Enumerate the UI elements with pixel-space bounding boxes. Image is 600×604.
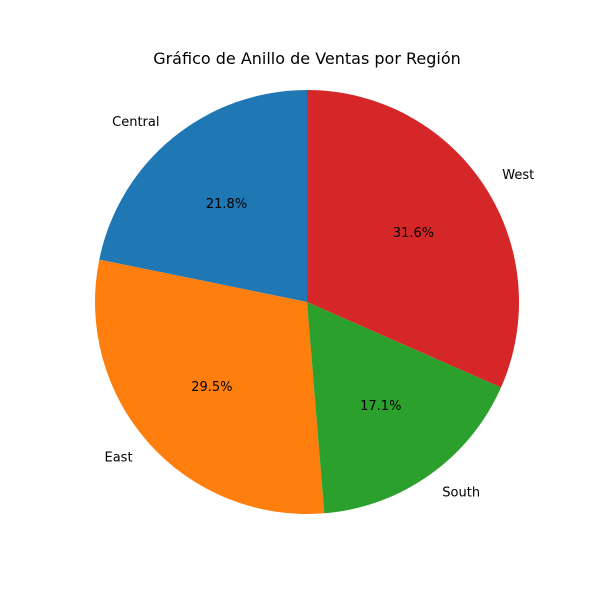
pie-slices bbox=[94, 90, 520, 514]
pie-slice-east bbox=[94, 259, 325, 514]
pie-labels: Central 21.8% East 29.5% South 17.1% West 31.6% bbox=[104, 115, 534, 501]
slice-value-label-west: 31.6% bbox=[393, 226, 434, 241]
chart-title: Gráfico de Anillo de Ventas por Región bbox=[153, 49, 461, 68]
slice-value-label-central: 21.8% bbox=[206, 197, 247, 212]
slice-label-central: Central bbox=[112, 115, 159, 130]
pie-slice-south bbox=[307, 302, 502, 514]
pie-slice-central bbox=[99, 90, 308, 302]
slice-value-label-east: 29.5% bbox=[191, 380, 232, 395]
slice-label-east: East bbox=[104, 450, 132, 465]
pie-slice-west bbox=[307, 90, 520, 388]
slice-label-south: South bbox=[442, 485, 480, 500]
slice-label-west: West bbox=[502, 168, 534, 183]
slice-value-label-south: 17.1% bbox=[360, 399, 401, 414]
